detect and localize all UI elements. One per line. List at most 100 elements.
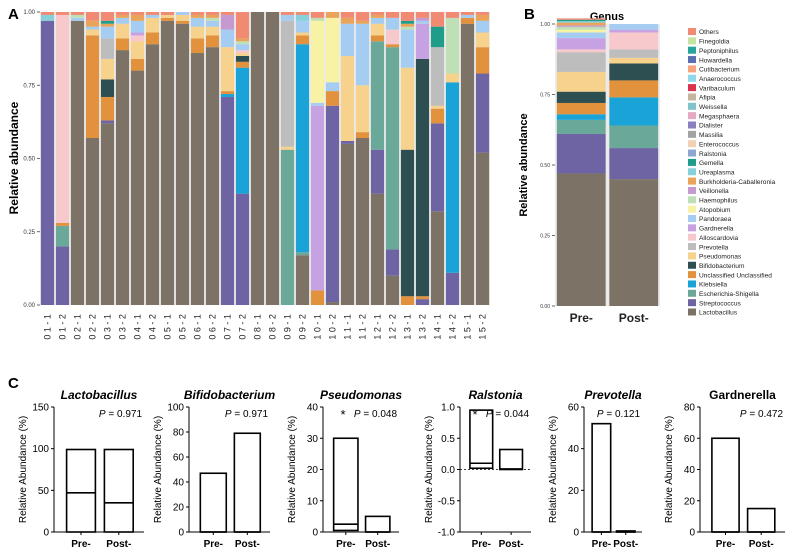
legend-swatch-atopobium [688, 205, 696, 213]
chart-title: Gardnerella [709, 388, 776, 402]
y-tick-label: 60 [173, 453, 185, 464]
bar-segment-pseudomonas [609, 57, 659, 64]
bar-segment-gemella [556, 19, 606, 22]
x-tick-label: Post- [365, 539, 390, 550]
bar-segment-klebsiella [609, 97, 659, 126]
legend-swatch-enterococcus [688, 140, 696, 148]
bar-segment-lactobacillus [250, 12, 265, 305]
bar-segment-unclassified-unclassified [475, 47, 490, 74]
bar-segment-streptococcus [40, 20, 55, 305]
legend-label-megasphaera: Megasphaera [699, 113, 740, 120]
bar-segment-burkholderia-caballeronia [205, 14, 220, 18]
legend-label-bifidobacterium: Bifidobacterium [699, 263, 745, 270]
bar-segment-pandoraea [460, 14, 475, 18]
legend-label-peptoniphilus: Peptoniphilus [699, 48, 739, 55]
y-tick-label: 20 [684, 496, 696, 507]
legend-swatch-cutibacterium [688, 65, 696, 73]
bar-segment-escherichia-shigella [609, 125, 659, 149]
y-tick-label: 0 [178, 528, 184, 539]
bar-segment-unclassified-unclassified [400, 296, 415, 305]
legend-swatch-bifidobacterium [688, 261, 696, 269]
p-value-label: P = 0.971 [99, 409, 143, 420]
x-tick-label: 0 9 - 1 [283, 314, 293, 340]
bar-segment-lactobacillus [385, 275, 400, 305]
bar-segment-others [70, 12, 85, 15]
bar-segment-burkholderia-caballeronia [370, 14, 385, 18]
chart-title: Bifidobacterium [184, 388, 276, 402]
bar-segment-escherichia-shigella [370, 41, 385, 150]
y-axis-title: Relative Abundance (%) [153, 416, 164, 523]
bar-segment-streptococcus [556, 133, 606, 174]
bar-segment-gardnerella [556, 38, 606, 50]
x-tick-label: 0 3 - 2 [118, 314, 128, 340]
bar-segment-others [85, 12, 100, 21]
x-tick-label: 0 2 - 2 [88, 314, 98, 340]
bar-segment-pandoraea [355, 23, 370, 86]
bar-segment-burkholderia-caballeronia [190, 14, 205, 18]
legend-swatch-streptococcus [688, 299, 696, 307]
bar-segment-alloscardovia [556, 49, 606, 53]
bar-segment-unclassified-unclassified [460, 17, 475, 24]
legend-swatch-howardella [688, 56, 696, 64]
legend-swatch-haemophilus [688, 196, 696, 204]
bar-segment-unclassified-unclassified [220, 91, 235, 95]
bar-segment-unclassified-unclassified [325, 91, 340, 106]
y-axis-title: Relative Abundance (%) [287, 416, 298, 523]
bar-segment-unclassified-unclassified [370, 35, 385, 42]
legend-swatch-afipia [688, 93, 696, 101]
bar-segment-unclassified-unclassified [355, 132, 370, 138]
bar-segment-lactobacillus [475, 152, 490, 305]
legend-label-alloscardovia: Alloscardovia [699, 235, 739, 242]
x-tick-label: Pre- [204, 539, 223, 550]
bar-segment-pandoraea [130, 20, 145, 33]
bar-segment-haemophilus [310, 17, 325, 21]
x-tick-label: Pre- [570, 311, 593, 325]
y-tick-label: 1.00 [23, 10, 35, 16]
bar-segment-unclassified-unclassified [310, 290, 325, 305]
genus-legend: Others Finegoldia Peptoniphilus Howardella C… [688, 28, 776, 317]
legend-swatch-pandoraea [688, 215, 696, 222]
bar-segment-pandoraea [235, 44, 250, 51]
range-bar-post- [103, 448, 135, 533]
bar-segment-pseudomonas [190, 26, 205, 39]
x-tick-label: 0 5 - 2 [178, 314, 188, 340]
bar-segment-pandoraea [280, 14, 295, 21]
bar-segment-pseudomonas [355, 85, 370, 133]
bar-segment-escherichia-shigella [556, 119, 606, 134]
bar-segment-lactobacillus [340, 143, 355, 305]
legend-label-pseudomonas: Pseudomonas [699, 254, 742, 261]
x-tick-label: Pre- [472, 539, 491, 550]
y-tick-label: 10 [307, 496, 319, 507]
y-tick-label: 100 [32, 444, 49, 455]
legend-label-dialister: Dialister [699, 123, 724, 130]
x-tick-label: 0 1 - 2 [58, 314, 68, 340]
legend-label-burkholderia-caballeronia: Burkholderia-Caballeronia [699, 179, 776, 186]
legend-label-varibaculum: Varibaculum [699, 85, 736, 92]
range-bar-pre- [591, 422, 612, 533]
bar-segment-unclassified-unclassified [556, 102, 606, 115]
y-tick-label: 60 [568, 403, 580, 414]
bar-segment-streptococcus [235, 193, 250, 305]
x-tick-label: Pre- [71, 539, 90, 550]
bar-segment-others [430, 12, 445, 27]
significance-star: * [340, 407, 345, 422]
bar-segment-unclassified-unclassified [190, 38, 205, 54]
bar-segment-others [115, 12, 130, 15]
x-tick-label: 1 4 - 1 [433, 314, 443, 340]
bar-segment-bifidobacterium [100, 79, 115, 97]
y-tick-label: 0 [689, 528, 695, 539]
legend-swatch-unclassified-unclassified [688, 271, 696, 279]
chart-title: Pseudomonas [320, 388, 402, 402]
floating-bar-chart-ralstonia: Ralstonia -1.0 -0.5 0.0 0.5 1.0 Relative Abund… [424, 388, 531, 550]
bar-segment-haemophilus [556, 26, 606, 30]
bar-segment-pandoraea [190, 17, 205, 27]
bar-segment-others [280, 12, 295, 15]
x-tick-label: 0 6 - 2 [208, 314, 218, 340]
bar-segment-escherichia-shigella [55, 225, 70, 247]
x-tick-label: 1 0 - 1 [313, 314, 323, 340]
bar-segment-unclassified-unclassified [160, 17, 175, 21]
bar-segment-others [190, 12, 205, 15]
y-axis-title: Relative abundance [7, 101, 21, 214]
